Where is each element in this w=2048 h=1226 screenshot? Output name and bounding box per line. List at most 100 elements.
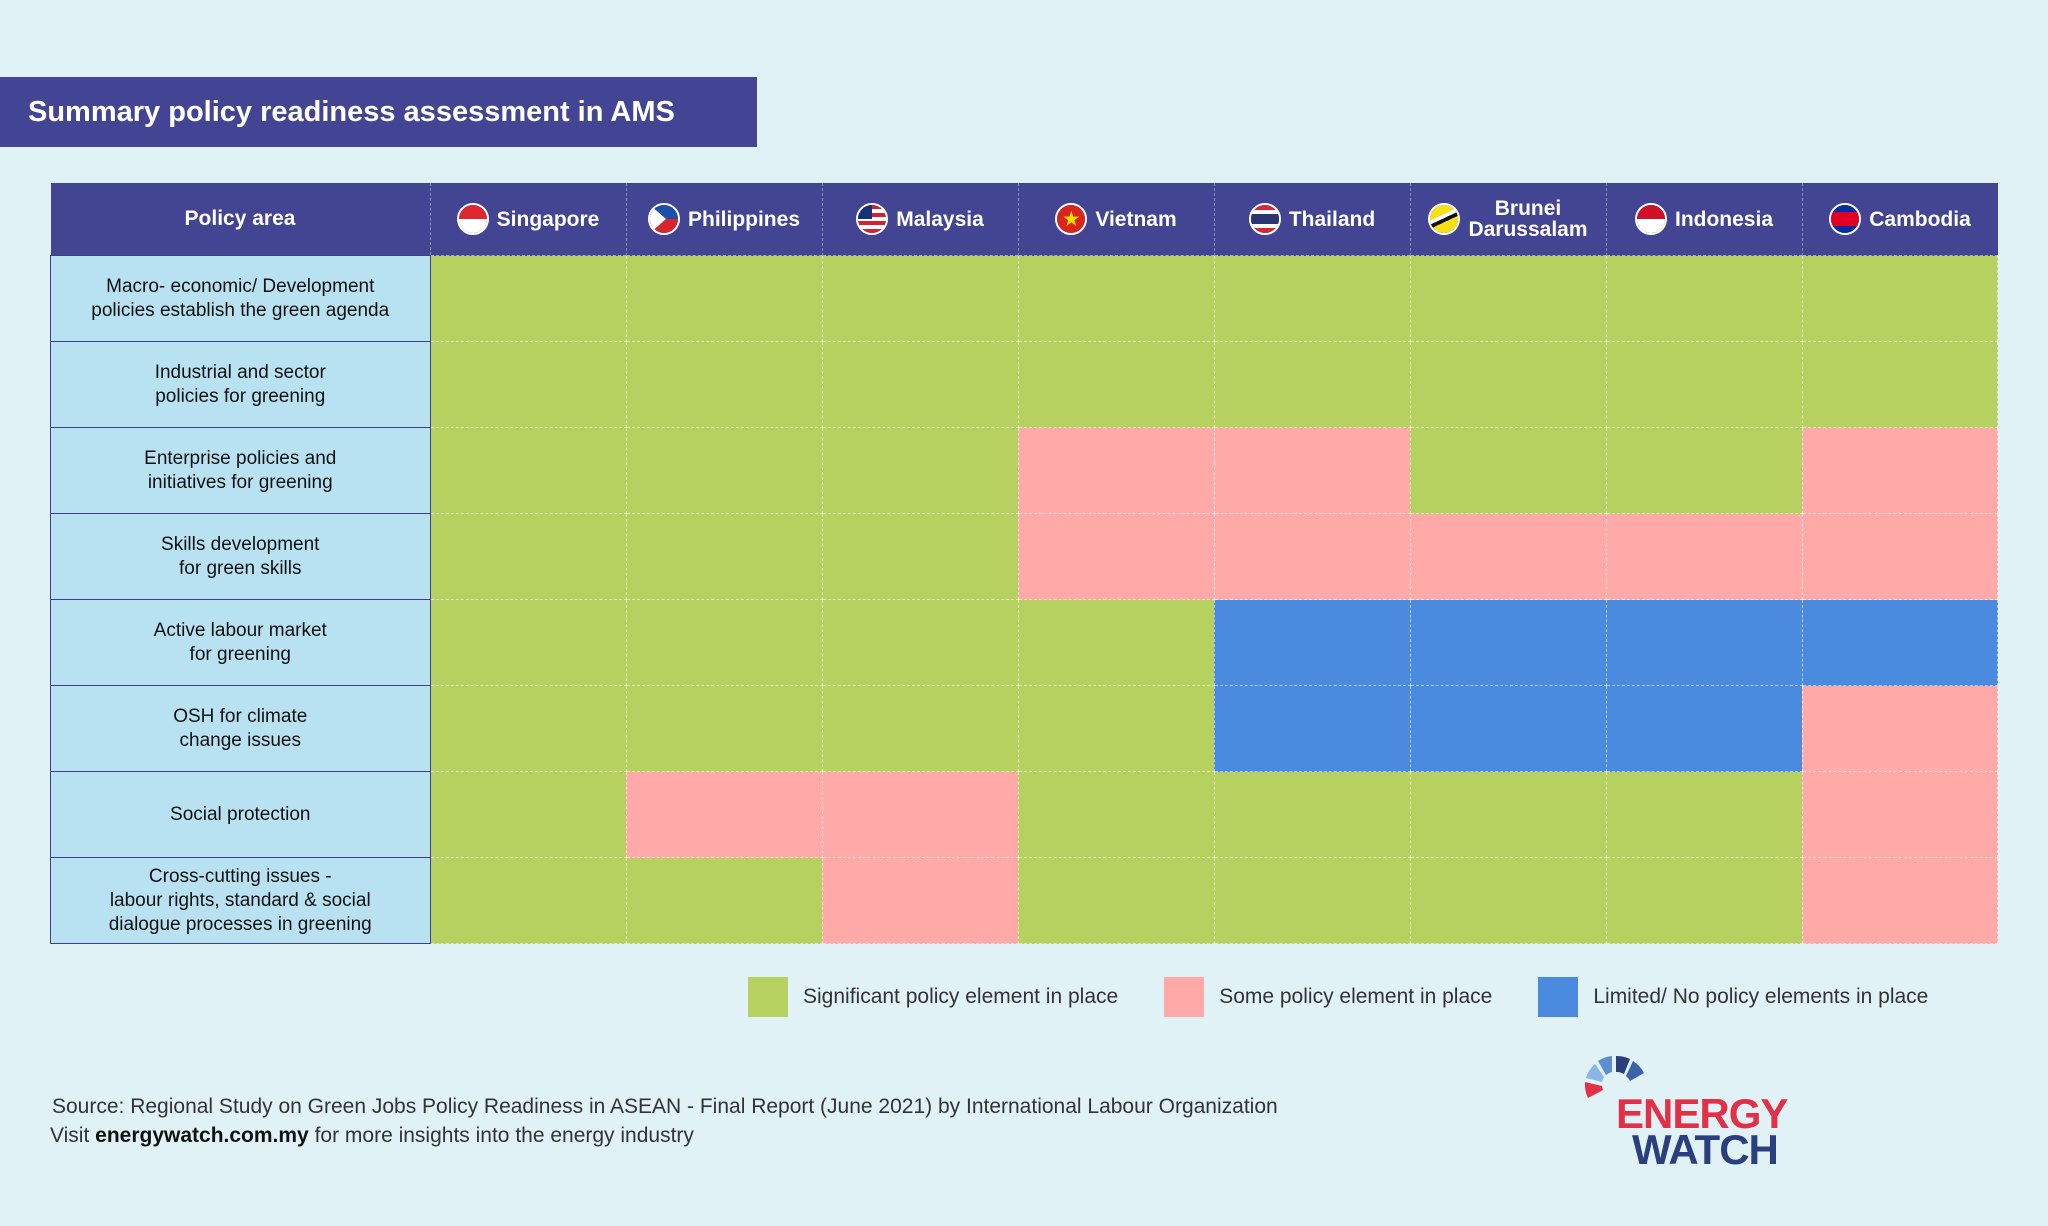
assessment-cell — [1605, 341, 1803, 428]
assessment-cell — [1801, 599, 1998, 686]
assessment-cell — [429, 599, 627, 686]
header-country: Singapore — [429, 183, 626, 256]
assessment-cell — [1605, 599, 1803, 686]
assessment-cell — [429, 255, 627, 342]
malaysia-flag-icon — [856, 203, 889, 235]
legend-item: Some policy element in place — [1164, 977, 1492, 1017]
assessment-cell — [821, 599, 1019, 686]
assessment-cell — [1213, 427, 1411, 514]
assessment-cell — [821, 857, 1019, 944]
cambodia-flag-icon — [1829, 203, 1862, 235]
assessment-cell — [1213, 513, 1411, 600]
singapore-flag-icon — [456, 203, 489, 235]
header-country: ★ Vietnam — [1017, 183, 1214, 256]
legend-label: Some policy element in place — [1219, 985, 1493, 1008]
assessment-cell — [1213, 771, 1411, 858]
assessment-cell — [821, 255, 1019, 342]
country-label: Singapore — [496, 207, 600, 231]
assessment-cell — [1801, 341, 1998, 428]
legend: Significant policy element in place Some … — [748, 977, 1928, 1017]
assessment-cell — [1605, 427, 1803, 514]
thailand-flag-icon — [1248, 203, 1281, 235]
assessment-cell — [1017, 341, 1215, 428]
assessment-cell — [1017, 255, 1215, 342]
header-country: Philippines — [625, 183, 822, 256]
policy-area-label: Macro- economic/ Development policies est… — [50, 255, 431, 342]
readiness-table: Policy area Singapore Philippines Malaysia ★… — [50, 183, 1998, 944]
assessment-cell — [1801, 771, 1998, 858]
assessment-cell — [625, 599, 823, 686]
table-row: Skills development for green skills — [50, 513, 1998, 600]
assessment-cell — [1409, 341, 1607, 428]
assessment-cell — [625, 341, 823, 428]
legend-swatch — [1538, 977, 1579, 1017]
assessment-cell — [1017, 685, 1215, 772]
country-label: Brunei Darussalam — [1468, 197, 1588, 241]
assessment-cell — [1409, 685, 1607, 772]
assessment-cell — [1409, 771, 1607, 858]
header-country: Cambodia — [1801, 183, 1998, 256]
assessment-cell — [429, 857, 627, 944]
assessment-cell — [625, 685, 823, 772]
assessment-cell — [1017, 427, 1215, 514]
policy-area-label: Skills development for green skills — [50, 513, 431, 600]
visit-note: Visit energywatch.com.my for more insigh… — [50, 1124, 694, 1148]
country-label: Philippines — [687, 207, 800, 231]
indonesia-flag-icon — [1634, 203, 1667, 235]
table-row: OSH for climate change issues — [50, 685, 1998, 772]
assessment-cell — [1213, 685, 1411, 772]
legend-swatch — [1164, 977, 1205, 1017]
assessment-cell — [1213, 341, 1411, 428]
assessment-cell — [1409, 857, 1607, 944]
assessment-cell — [1017, 599, 1215, 686]
assessment-cell — [1409, 513, 1607, 600]
assessment-cell — [625, 427, 823, 514]
assessment-cell — [1605, 513, 1803, 600]
website-link[interactable]: energywatch.com.my — [95, 1124, 309, 1147]
table-row: Social protection — [50, 771, 1998, 858]
assessment-cell — [1409, 427, 1607, 514]
readiness-grid: Policy area Singapore Philippines Malaysia ★… — [50, 183, 1998, 944]
assessment-cell — [625, 255, 823, 342]
header-country: Brunei Darussalam — [1409, 183, 1606, 256]
header-country: Malaysia — [821, 183, 1018, 256]
policy-area-label: Industrial and sector policies for greeni… — [50, 341, 431, 428]
logo-line1: ENERGY — [1616, 1090, 1788, 1137]
assessment-cell — [1213, 255, 1411, 342]
page-title: Summary policy readiness assessment in A… — [0, 77, 757, 147]
legend-swatch — [748, 977, 788, 1017]
assessment-cell — [625, 513, 823, 600]
assessment-cell — [625, 857, 823, 944]
table-row: Macro- economic/ Development policies est… — [50, 255, 1998, 342]
assessment-cell — [429, 341, 627, 428]
header-country: Indonesia — [1605, 183, 1802, 256]
header-country: Thailand — [1213, 183, 1410, 256]
country-label: Malaysia — [896, 207, 984, 231]
assessment-cell — [821, 771, 1019, 858]
logo-line2: WATCH — [1632, 1126, 1779, 1173]
assessment-cell — [1801, 255, 1998, 342]
assessment-cell — [429, 427, 627, 514]
assessment-cell — [625, 771, 823, 858]
country-label: Indonesia — [1674, 207, 1774, 231]
philippines-flag-icon — [647, 203, 680, 235]
vietnam-flag-icon: ★ — [1055, 203, 1088, 235]
table-row: Industrial and sector policies for greeni… — [50, 341, 1998, 428]
policy-area-label: Social protection — [50, 771, 431, 858]
table-row: Enterprise policies and initiatives for g… — [50, 427, 1998, 514]
assessment-cell — [1605, 685, 1803, 772]
assessment-cell — [429, 771, 627, 858]
country-label: Thailand — [1288, 207, 1376, 231]
assessment-cell — [1017, 513, 1215, 600]
country-label: Vietnam — [1095, 207, 1177, 231]
assessment-cell — [1017, 771, 1215, 858]
legend-item: Limited/ No policy elements in place — [1538, 977, 1928, 1017]
policy-area-label: Active labour market for greening — [50, 599, 431, 686]
assessment-cell — [1409, 255, 1607, 342]
source-note: Source: Regional Study on Green Jobs Pol… — [52, 1095, 1278, 1118]
assessment-cell — [821, 513, 1019, 600]
legend-label: Significant policy element in place — [803, 985, 1119, 1008]
assessment-cell — [821, 427, 1019, 514]
assessment-cell — [1801, 857, 1998, 944]
assessment-cell — [1801, 427, 1998, 514]
